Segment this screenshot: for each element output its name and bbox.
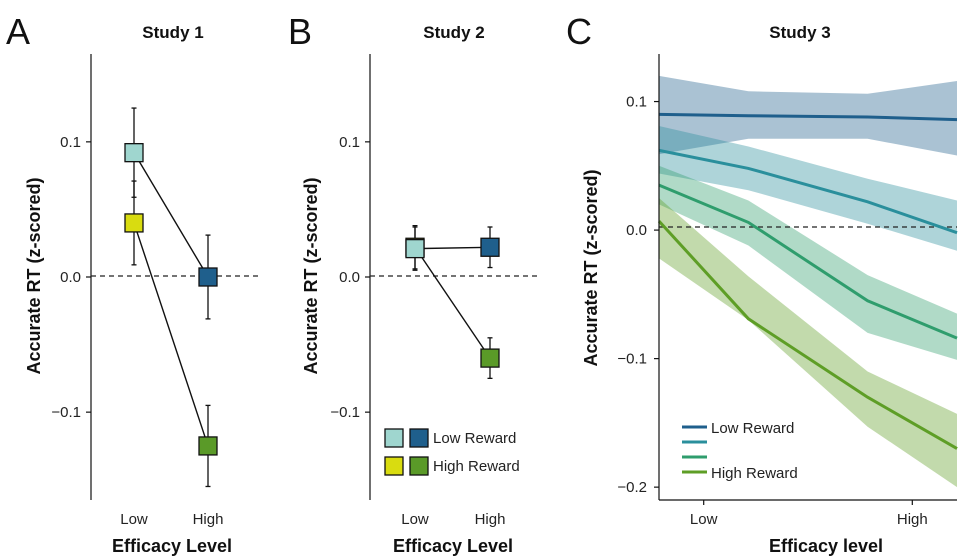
panel-b-series-1-line xyxy=(414,246,491,359)
panel-b-series-0-line xyxy=(414,246,491,250)
panel-a-series-0-point xyxy=(124,143,144,163)
legend-label: Low Reward xyxy=(433,430,516,447)
panel-b-legend: Low Reward High Reward xyxy=(384,428,520,476)
legend-swatch xyxy=(384,428,404,448)
legend-label: High Reward xyxy=(711,465,798,482)
panel-b-xlabel: Efficacy Level xyxy=(393,536,513,556)
panel-c-xlabel: Efficacy level xyxy=(769,536,883,556)
panel-b-x-tick-label: Low xyxy=(401,511,429,528)
panel-a: A Study 1 Accurate RT (z-scored) Efficac… xyxy=(6,11,258,556)
panel-c-title: Study 3 xyxy=(769,23,830,42)
panel-b-series-0-point xyxy=(405,238,425,259)
panel-c-legend: Low Reward High Reward xyxy=(682,420,798,482)
panel-c-y-ticks: −0.2 −0.1 0.0 0.1 xyxy=(617,94,659,496)
panel-letter-a: A xyxy=(6,11,30,52)
panel-a-marks xyxy=(124,107,218,488)
legend-swatch xyxy=(409,428,429,448)
panel-c-y-tick-label: 0.0 xyxy=(626,222,647,239)
panel-b-y-tick-label: 0.1 xyxy=(339,134,360,151)
panel-c-bands xyxy=(659,75,957,488)
panel-a-x-tick-label: Low xyxy=(120,511,148,528)
panel-b-y-tick-label: 0.0 xyxy=(339,269,360,286)
panel-a-y-tick-label: −0.1 xyxy=(51,404,81,421)
panel-b-series-1-point xyxy=(480,348,500,368)
panel-a-series-1-point xyxy=(124,213,144,233)
panel-c-x-tick-label: High xyxy=(897,511,928,528)
panel-c-series-2-line xyxy=(658,183,958,340)
legend-label: High Reward xyxy=(433,458,520,475)
panel-a-x-ticks: Low High xyxy=(120,511,223,528)
panel-a-y-tick-label: 0.1 xyxy=(60,134,81,151)
panel-c-series-1-line xyxy=(658,148,958,235)
panel-letter-b: B xyxy=(288,11,312,52)
panel-b-title: Study 2 xyxy=(423,23,484,42)
panel-c-x-tick-label: Low xyxy=(690,511,718,528)
panel-a-series-0-line xyxy=(133,152,209,278)
panel-b-marks xyxy=(405,224,500,380)
panel-a-title: Study 1 xyxy=(142,23,203,42)
panel-c: C Study 3 Accurate RT (z-scored) Efficac… xyxy=(566,11,958,556)
panel-c-series-3-band xyxy=(659,198,957,488)
panel-c-y-tick-label: 0.1 xyxy=(626,94,647,111)
panel-c-series-3-line xyxy=(657,220,958,450)
panel-c-x-ticks: Low High xyxy=(690,500,928,528)
legend-swatch xyxy=(384,456,404,476)
panel-c-ylabel: Accurate RT (z-scored) xyxy=(581,169,601,366)
panel-b-y-tick-label: −0.1 xyxy=(330,404,360,421)
panel-a-y-tick-label: 0.0 xyxy=(60,269,81,286)
panel-b-series-0-point xyxy=(480,237,500,257)
panel-a-series-1-point xyxy=(198,436,218,456)
panel-b-y-ticks: −0.1 0.0 0.1 xyxy=(330,134,370,421)
panel-c-series-1-band xyxy=(659,126,957,251)
panel-a-series-1-line xyxy=(133,222,209,447)
panel-a-series-0-point xyxy=(198,267,218,287)
panel-letter-c: C xyxy=(566,11,592,52)
panel-b: B Study 2 Accurate RT (z-scored) Efficac… xyxy=(288,11,540,556)
legend-label: Low Reward xyxy=(711,420,794,437)
legend-swatch xyxy=(409,456,429,476)
panel-c-lines xyxy=(657,112,958,450)
panel-a-x-tick-label: High xyxy=(193,511,224,528)
panel-c-series-0-line xyxy=(658,112,958,122)
panel-b-ylabel: Accurate RT (z-scored) xyxy=(301,177,321,374)
panel-b-x-tick-label: High xyxy=(475,511,506,528)
panel-b-x-ticks: Low High xyxy=(401,511,505,528)
panel-a-y-ticks: −0.1 0.0 0.1 xyxy=(51,134,91,421)
panel-a-ylabel: Accurate RT (z-scored) xyxy=(24,177,44,374)
panel-a-xlabel: Efficacy Level xyxy=(112,536,232,556)
panel-c-y-tick-label: −0.1 xyxy=(617,351,647,368)
panel-c-y-tick-label: −0.2 xyxy=(617,479,647,496)
